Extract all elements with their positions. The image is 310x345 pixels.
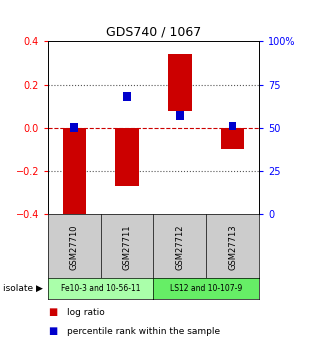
Bar — [168, 54, 192, 111]
Bar — [221, 128, 244, 149]
Bar — [228, 121, 237, 130]
Bar — [115, 128, 139, 186]
Text: log ratio: log ratio — [67, 307, 104, 317]
Text: Fe10-3 and 10-56-11: Fe10-3 and 10-56-11 — [61, 284, 140, 293]
Bar — [123, 92, 131, 101]
Text: isolate ▶: isolate ▶ — [3, 284, 43, 293]
Title: GDS740 / 1067: GDS740 / 1067 — [106, 26, 201, 39]
Bar — [63, 128, 86, 218]
Text: GSM27710: GSM27710 — [70, 224, 79, 270]
Text: GSM27712: GSM27712 — [175, 224, 184, 270]
Text: ■: ■ — [48, 307, 57, 317]
Text: percentile rank within the sample: percentile rank within the sample — [67, 326, 220, 336]
Text: GSM27711: GSM27711 — [122, 224, 132, 270]
Bar — [70, 123, 78, 132]
Text: LS12 and 10-107-9: LS12 and 10-107-9 — [170, 284, 242, 293]
Bar — [176, 111, 184, 120]
Text: GSM27713: GSM27713 — [228, 224, 237, 270]
Text: ■: ■ — [48, 326, 57, 336]
